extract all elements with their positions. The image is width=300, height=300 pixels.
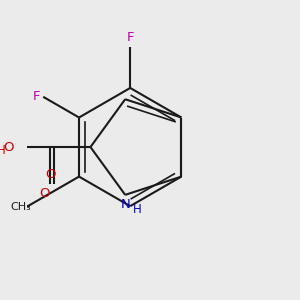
Text: O: O bbox=[39, 187, 50, 200]
Text: O: O bbox=[3, 140, 13, 154]
Text: N: N bbox=[120, 198, 130, 211]
Text: CH₃: CH₃ bbox=[10, 202, 31, 212]
Text: F: F bbox=[33, 90, 40, 103]
Text: O: O bbox=[45, 168, 56, 181]
Text: F: F bbox=[127, 31, 134, 44]
Text: H: H bbox=[0, 143, 6, 157]
Text: H: H bbox=[133, 202, 142, 215]
